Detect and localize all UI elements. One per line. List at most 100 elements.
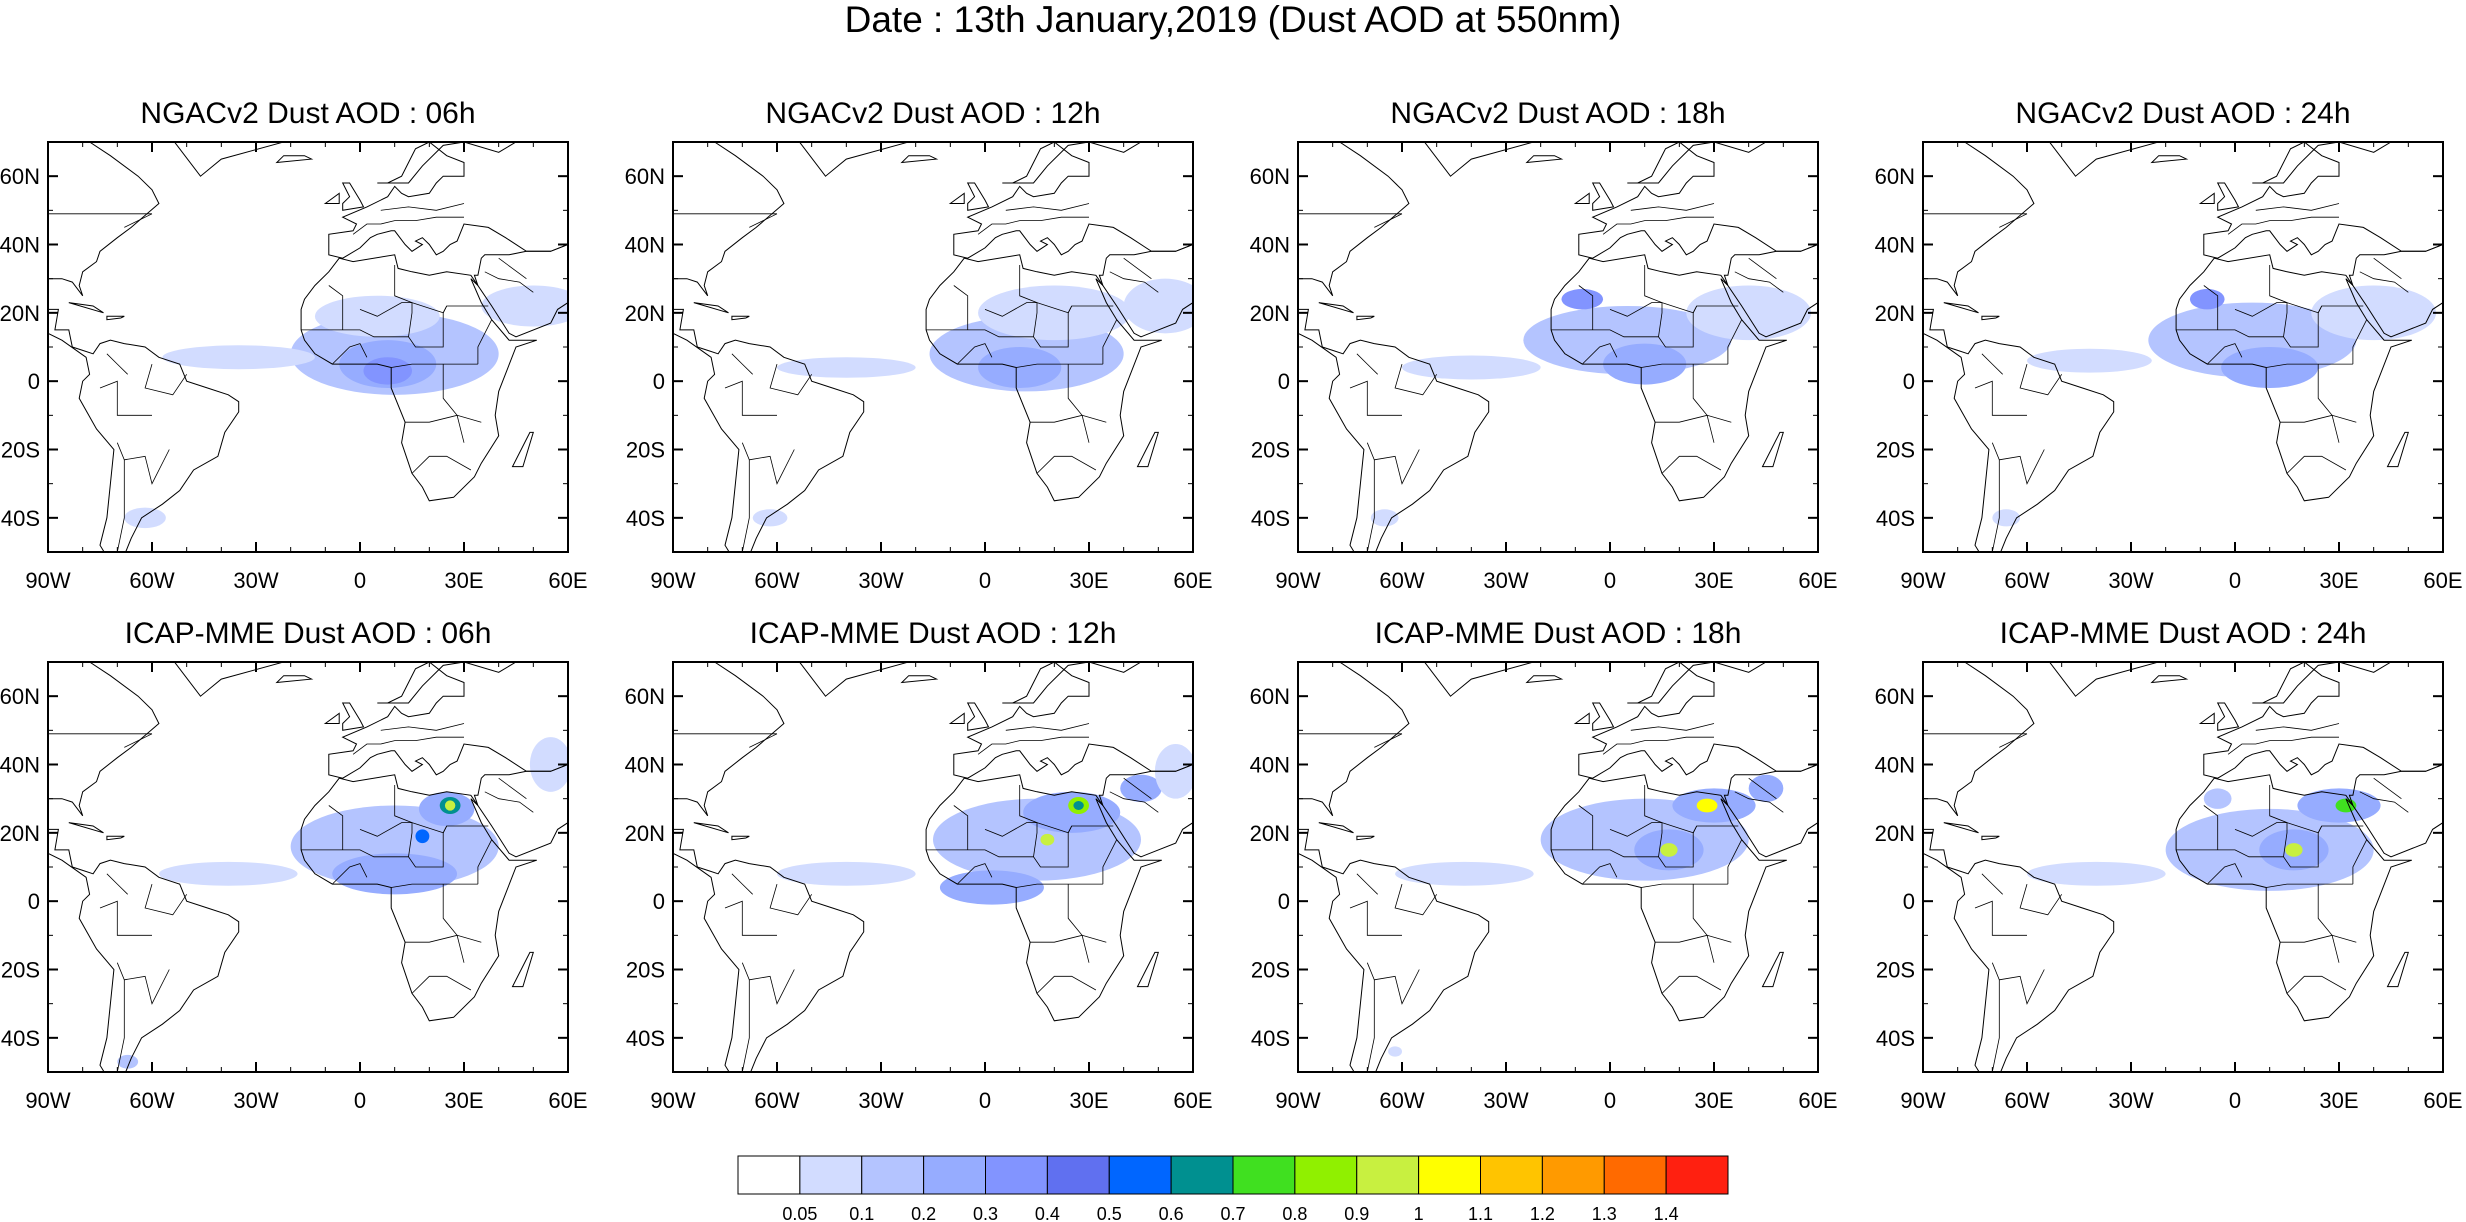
country-border bbox=[1999, 969, 2045, 1005]
coastline bbox=[1578, 662, 1818, 779]
x-tick-label: 30E bbox=[1694, 568, 1733, 593]
country-border bbox=[332, 863, 368, 885]
coastline bbox=[948, 712, 965, 724]
x-tick-label: 0 bbox=[2229, 568, 2241, 593]
country-border bbox=[144, 883, 188, 916]
coastline bbox=[1627, 142, 1716, 184]
country-border bbox=[1655, 414, 1732, 423]
y-tick-label: 40S bbox=[1876, 1026, 1915, 1051]
coastline bbox=[1318, 822, 1354, 834]
coastline bbox=[323, 712, 340, 724]
country-border bbox=[1999, 449, 2045, 485]
aod-contour-region bbox=[1748, 774, 1784, 803]
coastline bbox=[1298, 662, 1410, 817]
coastline bbox=[1318, 302, 1354, 314]
coastline bbox=[1423, 662, 1535, 697]
country-border bbox=[1067, 884, 1090, 963]
x-tick-label: 60W bbox=[754, 1088, 799, 1113]
country-border bbox=[1630, 723, 1715, 731]
country-border bbox=[352, 736, 464, 755]
country-border bbox=[1067, 364, 1090, 443]
aod-contour-region bbox=[1402, 355, 1541, 380]
coastline bbox=[673, 308, 865, 552]
coastline bbox=[68, 822, 104, 834]
y-tick-label: 0 bbox=[1903, 889, 1915, 914]
coastline bbox=[1723, 243, 1818, 338]
coastline bbox=[2198, 712, 2215, 724]
y-tick-label: 20N bbox=[1875, 301, 1915, 326]
country-border bbox=[1582, 863, 1618, 885]
aod-contour-region bbox=[777, 861, 916, 886]
x-tick-label: 60E bbox=[2423, 1088, 2462, 1113]
x-tick-label: 30W bbox=[233, 1088, 278, 1113]
country-border bbox=[124, 733, 153, 748]
country-border bbox=[1374, 213, 1403, 228]
coastline bbox=[1002, 142, 1091, 184]
country-border bbox=[116, 442, 125, 552]
map-panel-icap-06h: ICAP-MME Dust AOD : 06h 90W 60W 30W 0 30E 60E 6… bbox=[0, 617, 588, 1113]
country-border bbox=[769, 363, 813, 396]
x-tick-label: 90W bbox=[25, 568, 70, 593]
x-tick-label: 30W bbox=[858, 1088, 903, 1113]
country-border bbox=[411, 455, 472, 474]
coastline bbox=[1761, 431, 1784, 468]
country-border bbox=[1748, 777, 1777, 800]
coastline bbox=[1723, 763, 1818, 858]
country-border bbox=[1658, 822, 1663, 857]
country-border bbox=[1036, 975, 1097, 994]
x-tick-label: 30W bbox=[2108, 568, 2153, 593]
country-border bbox=[477, 319, 493, 365]
coastline bbox=[473, 763, 568, 858]
y-tick-label: 20S bbox=[1, 958, 40, 983]
coastline bbox=[2203, 142, 2443, 259]
coastline bbox=[2203, 662, 2443, 779]
map-area bbox=[1298, 142, 1818, 552]
aod-contour-region bbox=[2203, 788, 2232, 809]
coastline bbox=[1943, 822, 1979, 834]
x-tick-label: 0 bbox=[979, 1088, 991, 1113]
coastline bbox=[106, 835, 125, 841]
coastline bbox=[2150, 675, 2189, 684]
country-border bbox=[1602, 736, 1714, 755]
country-border bbox=[2255, 203, 2340, 211]
panel-title: ICAP-MME Dust AOD : 06h bbox=[125, 617, 492, 650]
country-border bbox=[1123, 777, 1152, 800]
country-border bbox=[1356, 873, 1378, 895]
colorbar-swatch bbox=[1665, 1155, 1729, 1195]
country-border bbox=[1349, 380, 1402, 416]
x-tick-label: 60E bbox=[1798, 568, 1837, 593]
country-border bbox=[144, 363, 188, 396]
colorbar-label: 1.2 bbox=[1530, 1204, 1555, 1222]
coastline bbox=[106, 315, 125, 321]
country-border bbox=[1974, 380, 2027, 416]
country-border bbox=[498, 257, 527, 280]
coastline bbox=[1591, 182, 1615, 211]
coastline bbox=[798, 662, 910, 697]
country-border bbox=[953, 805, 969, 850]
country-border bbox=[394, 785, 413, 823]
country-border bbox=[2317, 364, 2340, 443]
aod-contour-region bbox=[1686, 285, 1812, 341]
y-tick-label: 60N bbox=[625, 684, 665, 709]
coastline bbox=[1923, 308, 2115, 552]
x-tick-label: 90W bbox=[1900, 568, 1945, 593]
colorbar-swatch bbox=[737, 1155, 801, 1195]
country-border bbox=[1109, 791, 1159, 813]
country-border bbox=[957, 343, 993, 365]
y-tick-label: 0 bbox=[653, 369, 665, 394]
y-tick-label: 40S bbox=[1251, 506, 1290, 531]
country-border bbox=[1658, 302, 1663, 337]
country-border bbox=[1981, 353, 2003, 375]
coastline bbox=[48, 828, 240, 1072]
colorbar-label: 0.6 bbox=[1159, 1204, 1184, 1222]
country-border bbox=[724, 380, 777, 416]
country-border bbox=[484, 271, 534, 293]
country-border bbox=[2352, 839, 2368, 885]
y-tick-label: 0 bbox=[1278, 369, 1290, 394]
country-border bbox=[1644, 265, 1663, 303]
coastline bbox=[2048, 662, 2160, 697]
coastline bbox=[2252, 662, 2341, 704]
country-border bbox=[1578, 805, 1594, 850]
y-tick-label: 20N bbox=[625, 821, 665, 846]
country-border bbox=[1748, 257, 1777, 280]
